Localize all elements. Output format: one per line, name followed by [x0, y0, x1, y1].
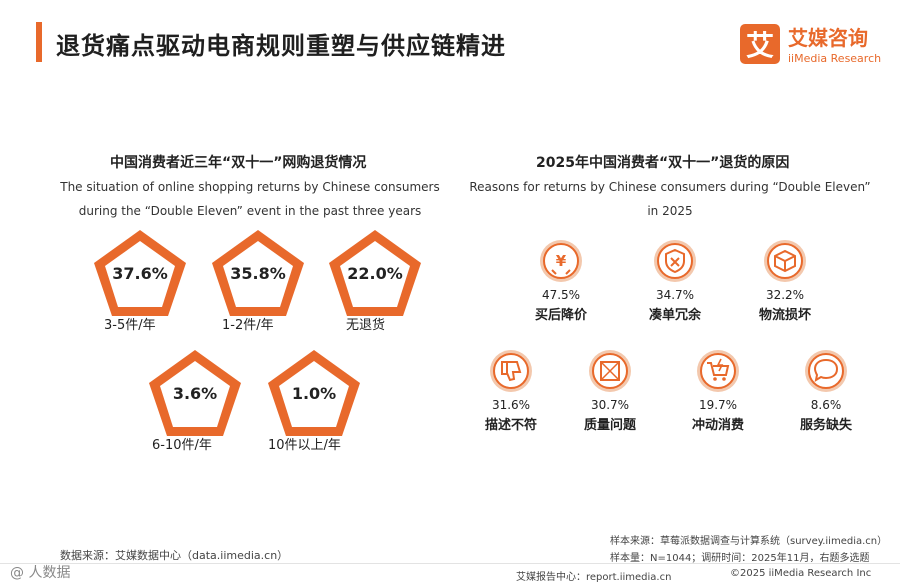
- reason-label: 冲动消费: [691, 418, 744, 433]
- logo-name-en: iiMedia Research: [788, 52, 882, 65]
- pentagon-shape: [149, 350, 241, 436]
- pentagon-label: 1-2件/年: [222, 318, 274, 333]
- pentagon-shape: [212, 230, 304, 316]
- pentagon-label: 3-5件/年: [104, 318, 156, 333]
- return-count-pentagon: 22.0%: [327, 228, 423, 318]
- shield-x-icon: [652, 238, 698, 284]
- pentagon-value: 3.6%: [172, 384, 218, 403]
- reason-percent: 32.2%: [765, 288, 805, 302]
- reason-percent: 19.7%: [698, 398, 738, 412]
- copyright-note: ©2025 iiMedia Research Inc: [730, 568, 872, 579]
- reason-percent: 31.6%: [491, 398, 531, 412]
- watermark-text: 人数据: [28, 565, 71, 581]
- thumb-down-icon: [488, 348, 534, 394]
- pentagon-label: 无退货: [346, 318, 386, 333]
- left-panel-subtitle-line1: The situation of online shopping returns…: [60, 180, 440, 194]
- pentagon-value: 22.0%: [347, 264, 403, 283]
- damaged-box-icon: [762, 238, 808, 284]
- pentagon-shape: [329, 230, 421, 316]
- reason-label: 质量问题: [583, 418, 636, 433]
- yen-price-drop-icon: ¥: [538, 238, 584, 284]
- pentagon-shape: [94, 230, 186, 316]
- reason-label: 凑单冗余: [648, 308, 701, 323]
- return-count-pentagon: 35.8%: [210, 228, 306, 318]
- pentagon-inner: [279, 361, 349, 427]
- return-reason-item: 34.7% 凑单冗余: [630, 238, 720, 323]
- reason-label: 描述不符: [484, 418, 537, 433]
- return-reason-item: 31.6% 描述不符: [466, 348, 556, 433]
- return-reason-item: 30.7% 质量问题: [565, 348, 655, 433]
- right-panel-title: 2025年中国消费者“双十一”退货的原因: [536, 155, 790, 171]
- footer-divider: [0, 563, 900, 564]
- reason-percent: 47.5%: [541, 288, 581, 302]
- pentagon-inner: [160, 361, 230, 427]
- reason-label: 买后降价: [534, 308, 587, 323]
- right-panel-subtitle-line1: Reasons for returns by Chinese consumers…: [469, 180, 871, 194]
- broken-item-icon: [587, 348, 633, 394]
- watermark: @ 人数据: [10, 562, 70, 582]
- logo-mark: 艾: [740, 24, 780, 64]
- return-count-pentagon: 1.0%: [266, 348, 362, 438]
- left-panel-title: 中国消费者近三年“双十一”网购退货情况: [110, 155, 367, 171]
- svg-text:¥: ¥: [556, 252, 567, 270]
- reason-percent: 30.7%: [590, 398, 630, 412]
- left-panel-subtitle: The situation of online shopping returns…: [40, 175, 460, 223]
- right-panel-subtitle-line2: in 2025: [647, 204, 693, 218]
- right-panel-subtitle: Reasons for returns by Chinese consumers…: [460, 175, 880, 223]
- sample-info-note: 样本量：N=1044；调研时间：2025年11月，右题多选题: [610, 553, 870, 564]
- cart-lightning-icon: [695, 348, 741, 394]
- pentagon-value: 35.8%: [230, 264, 286, 283]
- page-title: 退货痛点驱动电商规则重塑与供应链精进: [56, 32, 506, 60]
- reason-percent: 8.6%: [810, 398, 842, 412]
- watermark-prefix: @: [10, 565, 24, 581]
- return-reason-item: 32.2% 物流损坏: [740, 238, 830, 323]
- logo-name-cn: 艾媒咨询: [788, 26, 868, 50]
- return-count-pentagon: 37.6%: [92, 228, 188, 318]
- pentagon-inner: [105, 241, 175, 307]
- return-count-pentagon: 3.6%: [147, 348, 243, 438]
- return-reason-item: 19.7% 冲动消费: [673, 348, 763, 433]
- report-center-note: 艾媒报告中心：report.iimedia.cn: [516, 572, 672, 583]
- pentagon-inner: [223, 241, 293, 307]
- pentagon-label: 10件以上/年: [268, 438, 341, 453]
- reason-label: 服务缺失: [799, 418, 852, 433]
- pentagon-inner: [340, 241, 410, 307]
- title-accent-bar: [36, 22, 42, 62]
- pentagon-shape: [268, 350, 360, 436]
- reason-percent: 34.7%: [655, 288, 695, 302]
- return-reason-item: 8.6% 服务缺失: [781, 348, 871, 433]
- data-source-note: 数据来源：艾媒数据中心（data.iimedia.cn）: [60, 549, 289, 562]
- reason-label: 物流损坏: [758, 308, 811, 323]
- pentagon-label: 6-10件/年: [152, 438, 212, 453]
- sample-source-note: 样本来源：草莓派数据调查与计算系统（survey.iimedia.cn）: [610, 536, 888, 547]
- brand-logo: 艾 艾媒咨询 iiMedia Research: [740, 22, 890, 68]
- speech-bubble-icon: [803, 348, 849, 394]
- pentagon-value: 1.0%: [291, 384, 337, 403]
- return-reason-item: ¥47.5% 买后降价: [516, 238, 606, 323]
- pentagon-value: 37.6%: [112, 264, 168, 283]
- left-panel-subtitle-line2: during the “Double Eleven” event in the …: [78, 204, 422, 218]
